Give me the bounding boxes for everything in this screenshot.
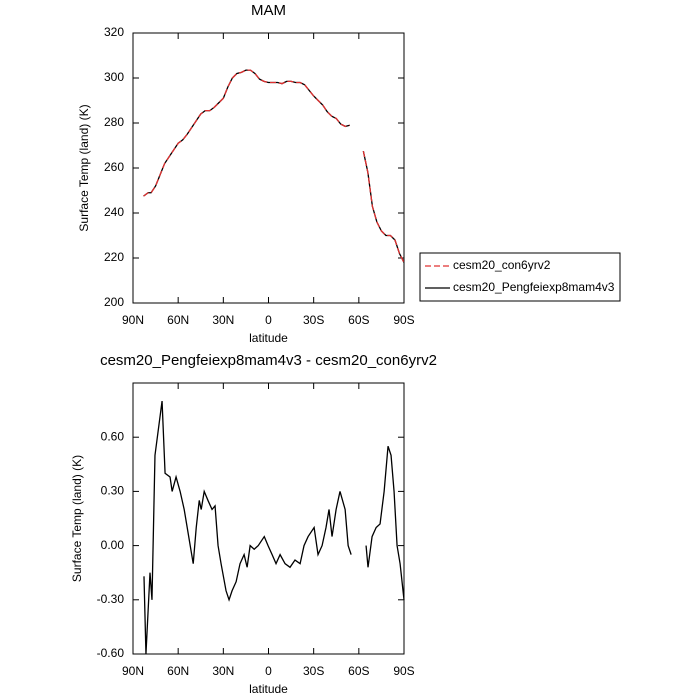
- y-tick-label: 280: [104, 115, 124, 129]
- y-tick-label: -0.30: [97, 592, 125, 606]
- x-tick-label: 90S: [393, 313, 414, 327]
- x-tick-label: 30S: [303, 313, 324, 327]
- y-tick-label: 320: [104, 25, 124, 39]
- x-tick-label: 60S: [348, 313, 369, 327]
- x-tick-label: 60S: [348, 664, 369, 678]
- y-tick-label: 240: [104, 205, 124, 219]
- x-tick-label: 0: [265, 313, 272, 327]
- plot-frame: [132, 32, 405, 304]
- x-tick-label: 30S: [303, 664, 324, 678]
- y-tick-label: -0.60: [97, 646, 125, 660]
- y-tick-label: 220: [104, 250, 124, 264]
- x-axis-label: latitude: [249, 682, 288, 696]
- y-tick-label: 0.00: [101, 538, 125, 552]
- y-tick-label: 0.60: [101, 429, 125, 443]
- legend-label: cesm20_Pengfeiexp8mam4v3: [453, 280, 615, 294]
- chart-title: cesm20_Pengfeiexp8mam4v3 - cesm20_con6yr…: [100, 352, 437, 369]
- x-tick-label: 30N: [212, 664, 234, 678]
- x-tick-label: 90N: [122, 313, 144, 327]
- legend-box: [419, 252, 621, 302]
- y-tick-label: 200: [104, 295, 124, 309]
- plot-frame: [132, 382, 405, 655]
- y-tick-label: 0.30: [101, 484, 125, 498]
- x-tick-label: 30N: [212, 313, 234, 327]
- y-tick-label: 260: [104, 160, 124, 174]
- x-tick-label: 0: [265, 664, 272, 678]
- y-axis-label: Surface Temp (land) (K): [77, 104, 91, 231]
- y-axis-label: Surface Temp (land) (K): [70, 455, 84, 582]
- data-line: [143, 69, 405, 263]
- legend-label: cesm20_con6yrv2: [453, 258, 551, 272]
- y-tick-label: 300: [104, 70, 124, 84]
- x-tick-label: 90S: [393, 664, 414, 678]
- chart-title: MAM: [251, 2, 286, 19]
- x-axis-label: latitude: [249, 331, 288, 345]
- x-tick-label: 60N: [167, 313, 189, 327]
- data-line: [143, 400, 405, 655]
- x-tick-label: 60N: [167, 664, 189, 678]
- x-tick-label: 90N: [122, 664, 144, 678]
- data-line: [143, 69, 405, 263]
